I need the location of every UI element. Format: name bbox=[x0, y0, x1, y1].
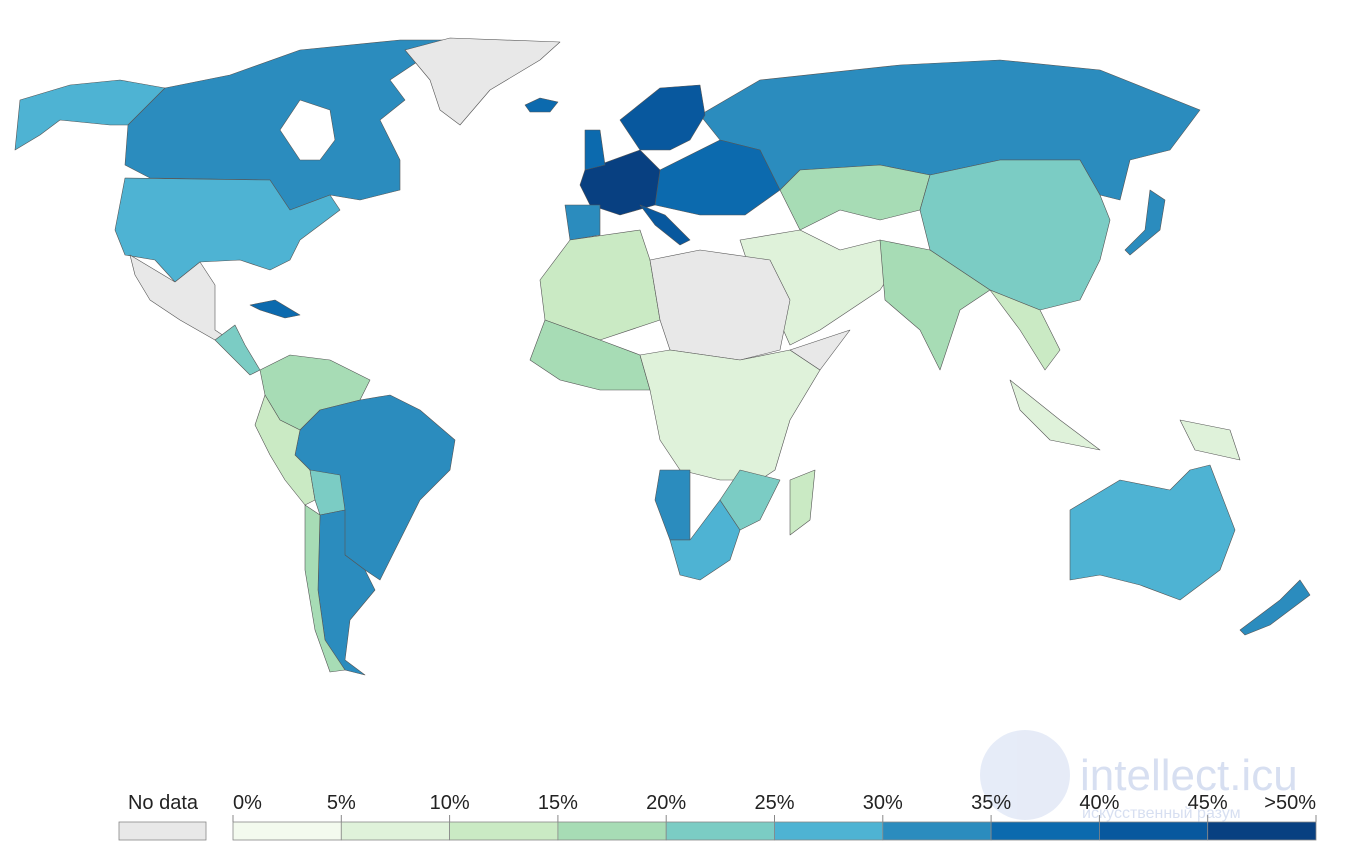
watermark-title: intellect.icu bbox=[1080, 751, 1298, 800]
horn-of-africa bbox=[789, 329, 851, 371]
legend-swatch bbox=[990, 821, 1100, 841]
legend: No data 0% 5% 10% 15% 20% 25% 30% 35% 40% 45% >50% bbox=[118, 792, 1317, 841]
legend-swatch bbox=[340, 821, 450, 841]
new-zealand bbox=[1239, 579, 1311, 636]
legend-swatch bbox=[449, 821, 559, 841]
mozambique bbox=[719, 469, 781, 531]
legend-swatch bbox=[1099, 821, 1209, 841]
usa bbox=[114, 177, 341, 283]
greenland bbox=[404, 37, 561, 126]
legend-tick-label: 0% bbox=[233, 792, 262, 814]
bolivia bbox=[309, 469, 346, 516]
iceland bbox=[524, 97, 559, 113]
legend-tick-label: 35% bbox=[971, 792, 1011, 814]
chile bbox=[304, 504, 346, 673]
legend-swatch bbox=[882, 821, 992, 841]
australia bbox=[1069, 464, 1236, 601]
legend-tick-label: 10% bbox=[430, 792, 470, 814]
italy bbox=[639, 204, 691, 246]
west-africa bbox=[529, 319, 651, 391]
libya-egypt bbox=[649, 249, 791, 361]
namibia bbox=[654, 469, 691, 541]
spain bbox=[564, 204, 601, 241]
legend-no-data-label: No data bbox=[128, 792, 199, 814]
india bbox=[879, 239, 991, 371]
eastern-europe bbox=[654, 139, 781, 216]
legend-swatch bbox=[557, 821, 667, 841]
legend-tick-label: >50% bbox=[1264, 792, 1316, 814]
legend-tick-label: 25% bbox=[754, 792, 794, 814]
uk bbox=[584, 129, 606, 171]
scandinavia bbox=[619, 84, 706, 151]
legend-swatch bbox=[665, 821, 775, 841]
legend-swatch bbox=[774, 821, 884, 841]
legend-swatch bbox=[232, 821, 342, 841]
legend-tick-label: 5% bbox=[327, 792, 356, 814]
papua-new-guinea bbox=[1179, 419, 1241, 461]
legend-tick-label: 40% bbox=[1079, 792, 1119, 814]
world-map bbox=[14, 37, 1311, 676]
legend-tick-label: 45% bbox=[1188, 792, 1228, 814]
legend-no-data-swatch bbox=[118, 821, 207, 841]
central-asia bbox=[779, 164, 931, 231]
legend-tick-label: 30% bbox=[863, 792, 903, 814]
madagascar bbox=[789, 469, 816, 536]
legend-tick-label: 20% bbox=[646, 792, 686, 814]
hudson-bay bbox=[279, 99, 336, 161]
cuba bbox=[249, 299, 301, 319]
alaska bbox=[14, 79, 166, 151]
japan bbox=[1124, 189, 1166, 256]
central-africa bbox=[639, 349, 821, 481]
algeria bbox=[539, 229, 661, 341]
south-africa bbox=[669, 499, 741, 581]
watermark: intellect.icu искусственный разум bbox=[980, 730, 1298, 822]
central-america bbox=[214, 324, 261, 376]
legend-swatch bbox=[1207, 821, 1317, 841]
southeast-asia bbox=[989, 289, 1061, 371]
watermark-subtitle: искусственный разум bbox=[1082, 805, 1241, 822]
legend-tick-label: 15% bbox=[538, 792, 578, 814]
watermark-logo bbox=[980, 730, 1070, 820]
indonesia bbox=[1009, 379, 1101, 451]
